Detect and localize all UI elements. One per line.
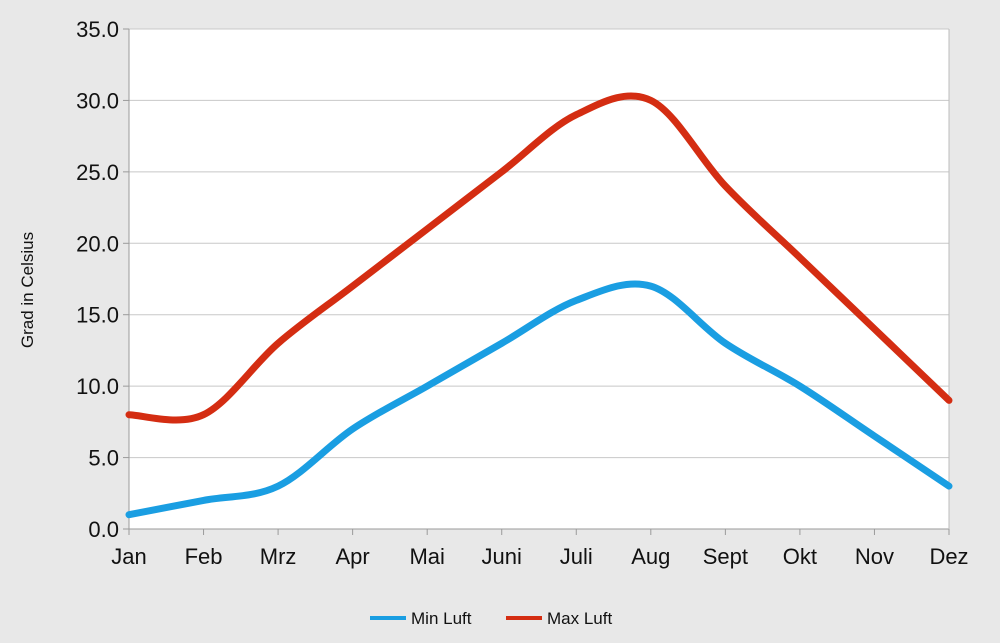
x-tick-label: Sept (703, 544, 748, 569)
x-tick-label: Aug (631, 544, 670, 569)
y-tick-label: 0.0 (88, 517, 119, 542)
x-tick-label: Okt (783, 544, 817, 569)
axes (128, 29, 950, 530)
y-tick-label: 5.0 (88, 446, 119, 471)
y-tick-label: 15.0 (76, 303, 119, 328)
gridlines (123, 28, 950, 535)
x-tick-label: Jan (111, 544, 146, 569)
x-tick-label: Dez (929, 544, 968, 569)
series-line-max-luft (125, 92, 953, 424)
y-axis-title: Grad in Celsius (18, 232, 37, 348)
legend: Min Luft Max Luft (370, 609, 612, 628)
x-tick-label: Juni (482, 544, 522, 569)
y-tick-label: 25.0 (76, 160, 119, 185)
x-tick-label: Nov (855, 544, 894, 569)
y-tick-labels: 0.0 5.0 10.0 15.0 20.0 25.0 30.0 35.0 (76, 17, 119, 542)
y-tick-label: 35.0 (76, 17, 119, 42)
plot-area (129, 29, 949, 529)
y-tick-label: 30.0 (76, 88, 119, 113)
series-line-min-luft (125, 280, 953, 519)
y-tick-label: 20.0 (76, 231, 119, 256)
x-tick-label: Apr (336, 544, 370, 569)
legend-label: Min Luft (411, 609, 472, 628)
legend-label: Max Luft (547, 609, 612, 628)
x-tick-label: Mai (409, 544, 444, 569)
y-tick-label: 10.0 (76, 374, 119, 399)
series-lines (125, 92, 953, 519)
x-tick-label: Juli (560, 544, 593, 569)
x-tick-label: Feb (185, 544, 223, 569)
x-tick-labels: Jan Feb Mrz Apr Mai Juni Juli Aug Sept Okt Nov Dez (111, 544, 968, 569)
x-tick-label: Mrz (260, 544, 297, 569)
